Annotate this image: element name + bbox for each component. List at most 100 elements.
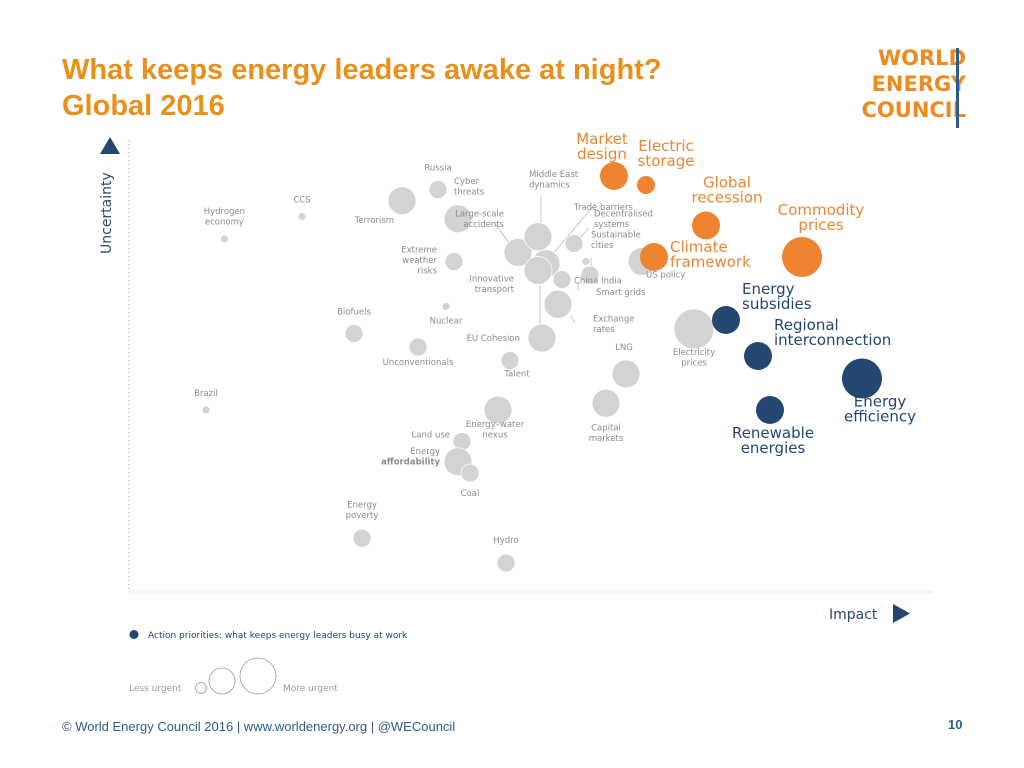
- label-market-design: Market design: [576, 130, 628, 163]
- bubble-nuclear: [441, 302, 451, 311]
- bubble-eu-cohesion: [527, 323, 557, 353]
- bubble-lng: [611, 359, 641, 389]
- label-renewable-energies: Renewable energies: [732, 424, 814, 457]
- bubble-cyber-threats: [443, 204, 473, 234]
- connector-large-scale-accidents: [493, 221, 510, 244]
- label-energy-efficiency: Energy efficiency: [844, 393, 916, 426]
- bubbles-layer: [201, 162, 882, 573]
- label-climate-framework: Climate framework: [670, 238, 751, 271]
- label-talent: Talent: [503, 370, 530, 380]
- bubble-russia: [428, 180, 448, 199]
- label-capital-markets: Capital markets: [589, 423, 624, 444]
- bubble-brazil: [201, 405, 211, 415]
- bubble-hydro: [496, 553, 516, 573]
- bubble-energy-efficiency: [842, 358, 882, 399]
- bubble-renewable-energies: [756, 396, 784, 424]
- logo-line-energy: ENERGY: [871, 72, 966, 96]
- label-electricity-prices: Electricity prices: [673, 348, 715, 369]
- bubble-coal: [460, 463, 480, 483]
- bubble-large-scale-accidents: [503, 238, 533, 267]
- label-coal: Coal: [461, 489, 480, 499]
- bubble-electricity-prices: [673, 308, 715, 350]
- bubble-unconventionals: [408, 337, 428, 357]
- bubble-electric-storage: [637, 176, 655, 194]
- connector-trade-barriers: [550, 203, 596, 257]
- bubble-energy-water-nexus: [483, 395, 513, 425]
- bubble-climate-framework: [640, 243, 668, 271]
- page-number: 10: [948, 717, 963, 732]
- world-energy-council-logo: WORLD ENERGY COUNCIL: [826, 45, 978, 123]
- x-axis-arrow-icon: [893, 604, 910, 623]
- logo-line-council: COUNCIL: [861, 98, 967, 122]
- bubble-hydrogen-economy: [219, 234, 229, 244]
- label-biofuels: Biofuels: [337, 308, 371, 318]
- label-hydrogen-economy: Hydrogen economy: [204, 207, 245, 228]
- label-innovative-transport: Innovative transport: [469, 275, 514, 296]
- bubble-decentralised-systems: [564, 234, 584, 253]
- label-ccs: CCS: [293, 196, 310, 206]
- x-axis-label: Impact: [829, 607, 878, 623]
- label-extreme-weather-risks: Extreme weather risks: [401, 246, 437, 277]
- bubble-innovative-transport: [523, 256, 553, 285]
- label-energy-subsidies: Energy subsidies: [742, 280, 812, 313]
- label-cyber-threats: Cyber threats: [454, 177, 485, 198]
- title-line-1: What keeps energy leaders awake at night…: [62, 54, 662, 86]
- label-decentralised-systems: Decentralised systems: [594, 210, 653, 231]
- y-axis-label: Uncertainty: [99, 172, 115, 254]
- bubble-regional-interconnection: [744, 342, 772, 370]
- legend-size-small: [195, 682, 207, 694]
- label-unconventionals: Unconventionals: [383, 358, 454, 368]
- bubble-talent: [500, 351, 520, 370]
- bubble-terrorism: [387, 186, 417, 216]
- legend-more-urgent: More urgent: [283, 684, 338, 694]
- connector-exchange-rates: [570, 315, 576, 324]
- bubble-commodity-prices: [782, 237, 822, 277]
- bubble-biofuels: [344, 324, 364, 343]
- label-china-india: China India: [574, 277, 622, 287]
- bubble-ccs: [297, 212, 307, 221]
- bubble-extreme-weather-risks: [444, 252, 464, 271]
- label-trade-barriers: Trade barriers: [573, 203, 634, 213]
- bubble-sustainable-cities: [581, 257, 591, 266]
- logo-divider: [956, 48, 959, 128]
- label-global-recession: Global recession: [691, 174, 762, 207]
- legend-action-label: Action priorities: what keeps energy lea…: [148, 631, 408, 641]
- bubble-energy-poverty: [352, 528, 372, 548]
- legend-size-medium: [208, 667, 236, 695]
- label-russia: Russia: [424, 164, 451, 174]
- label-eu-cohesion: EU Cohesion: [467, 334, 520, 344]
- bubble-china-india: [552, 270, 572, 289]
- label-large-scale-accidents: Large-scale accidents: [455, 210, 504, 231]
- bubble-global-recession: [692, 211, 720, 240]
- label-us-policy: US policy: [646, 271, 685, 281]
- label-electric-storage: Electric storage: [638, 137, 695, 170]
- footer-text: © World Energy Council 2016 | www.worlde…: [62, 719, 456, 734]
- bubble-exchange-rates: [543, 289, 573, 319]
- bubble-smart-grids: [580, 265, 600, 285]
- logo-line-world: WORLD: [878, 46, 966, 70]
- bubble-middle-east-dynamics: [523, 222, 553, 252]
- label-brazil: Brazil: [194, 389, 218, 399]
- label-land-use: Land use: [412, 431, 450, 441]
- bubble-capital-markets: [591, 388, 621, 418]
- legend-action-marker: [129, 630, 139, 639]
- slide-title: What keeps energy leaders awake at night…: [62, 52, 662, 124]
- label-hydro: Hydro: [493, 536, 518, 546]
- legend-less-urgent: Less urgent: [129, 684, 182, 694]
- label-energy-water-nexus: Energy–water nexus: [466, 420, 525, 441]
- label-smart-grids: Smart grids: [596, 288, 646, 298]
- label-terrorism: Terrorism: [354, 216, 394, 226]
- label-energy-affordability: Energy affordability: [381, 447, 440, 468]
- legend-size-large: [239, 657, 277, 695]
- label-regional-interconnection: Regional interconnection: [774, 316, 891, 349]
- bubble-market-design: [600, 162, 628, 190]
- label-nuclear: Nuclear: [430, 317, 463, 327]
- label-sustainable-cities: Sustainable cities: [591, 231, 641, 252]
- label-commodity-prices: Commodity prices: [778, 201, 865, 234]
- title-line-2: Global 2016: [62, 90, 225, 122]
- label-energy-poverty: Energy poverty: [346, 500, 379, 521]
- label-exchange-rates: Exchange rates: [593, 314, 635, 335]
- label-middle-east-dynamics: Middle East dynamics: [529, 170, 579, 191]
